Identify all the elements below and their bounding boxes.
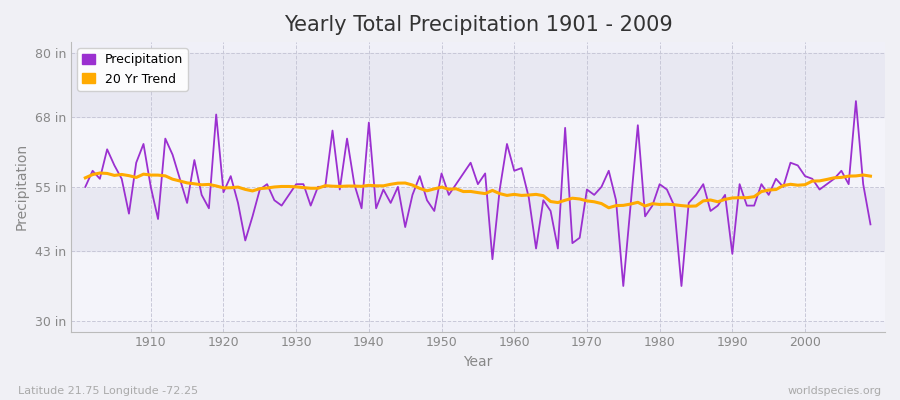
- Title: Yearly Total Precipitation 1901 - 2009: Yearly Total Precipitation 1901 - 2009: [284, 15, 672, 35]
- Bar: [71, 53, 885, 117]
- Bar: [71, 251, 885, 321]
- Y-axis label: Precipitation: Precipitation: [15, 143, 29, 230]
- Bar: [71, 187, 885, 251]
- Legend: Precipitation, 20 Yr Trend: Precipitation, 20 Yr Trend: [77, 48, 188, 91]
- Text: Latitude 21.75 Longitude -72.25: Latitude 21.75 Longitude -72.25: [18, 386, 198, 396]
- X-axis label: Year: Year: [464, 355, 492, 369]
- Text: worldspecies.org: worldspecies.org: [788, 386, 882, 396]
- Bar: [71, 117, 885, 187]
